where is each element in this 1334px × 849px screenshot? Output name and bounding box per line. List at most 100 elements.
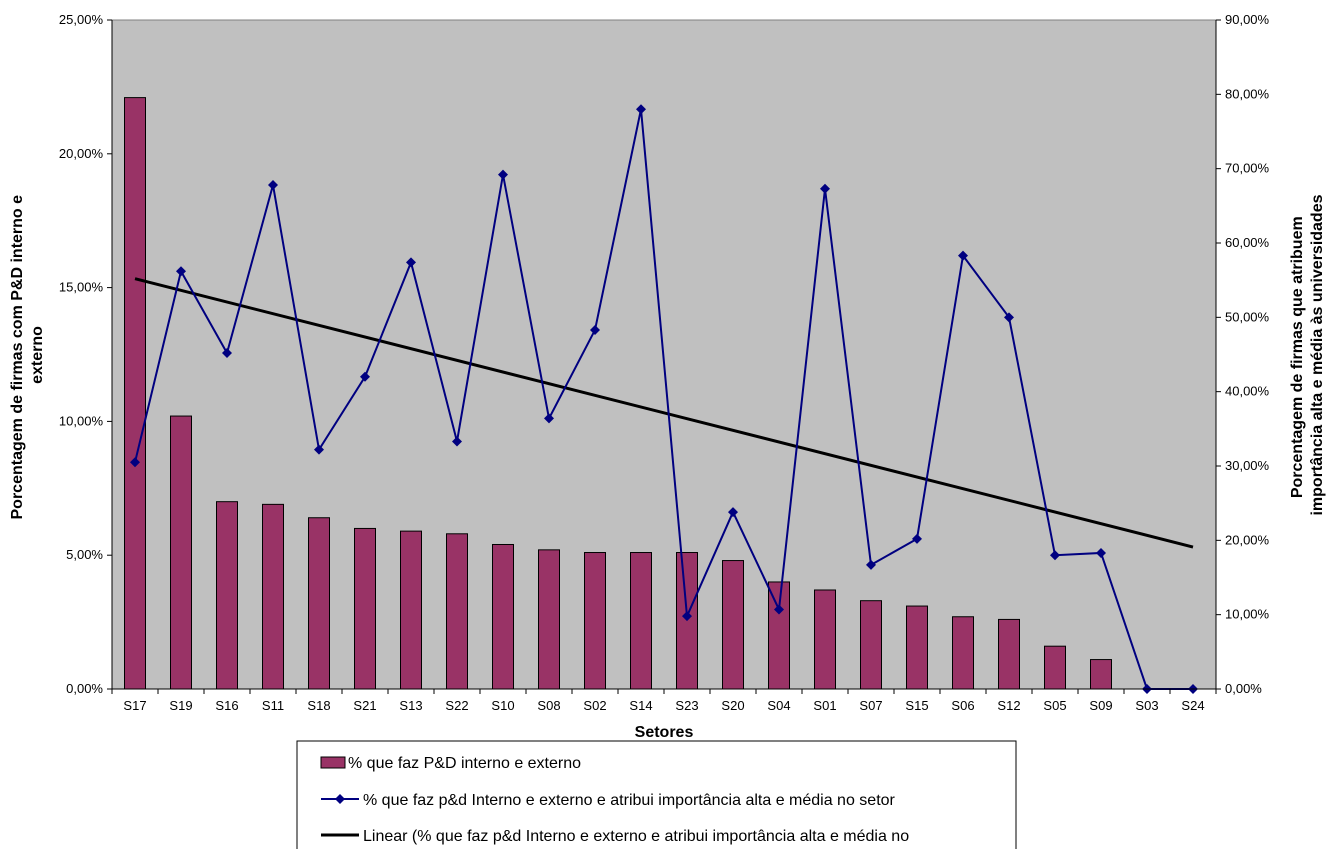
bar-S12 (998, 618, 1020, 690)
bar-S08 (538, 549, 560, 690)
bar-S06 (952, 616, 974, 690)
bar-S14 (630, 552, 652, 690)
bar-S11 (262, 503, 284, 690)
y-left-tick-label: 20,00% (59, 146, 104, 161)
bar-S07 (860, 600, 882, 690)
bar-S21 (354, 527, 376, 690)
line-marker-S02 (590, 324, 600, 335)
bar-S01 (814, 589, 836, 690)
y-right-tick-label: 50,00% (1225, 309, 1270, 324)
x-tick-label-S07: S07 (859, 698, 882, 713)
x-tick-label-S19: S19 (169, 698, 192, 713)
line-marker-S16 (222, 348, 232, 359)
y-right-tick-label: 10,00% (1225, 607, 1270, 622)
legend-label-bars: % que faz P&D interno e externo (348, 755, 581, 772)
y-left-axis-title-line2: externo (29, 326, 46, 384)
trendline-series (134, 277, 1194, 549)
bar-S15 (906, 605, 928, 690)
line-marker-S21 (360, 371, 370, 382)
legend-box (296, 740, 1017, 849)
line-marker-S08 (544, 413, 554, 424)
x-tick-label-S17: S17 (123, 698, 146, 713)
line-marker-S12 (1004, 312, 1014, 323)
x-tick-label-S14: S14 (629, 698, 652, 713)
bar-S18 (308, 517, 330, 690)
bar-S16 (216, 501, 238, 690)
x-tick-label-S02: S02 (583, 698, 606, 713)
bar-S20 (722, 560, 744, 690)
y-right-tick-label: 70,00% (1225, 161, 1270, 176)
line-marker-S20 (728, 507, 738, 518)
line-marker-S11 (268, 180, 278, 191)
y-right-tick-label: 40,00% (1225, 384, 1270, 399)
y-left-tick-label: 25,00% (59, 12, 104, 27)
y-left-tick-label: 0,00% (66, 681, 103, 696)
y-right-axis-title-line2: importância alta e média às universidade… (1309, 194, 1326, 515)
legend-label-line: % que faz p&d Interno e externo e atribu… (363, 792, 896, 809)
y-left-tick-label: 10,00% (59, 413, 104, 428)
y-left-axis-title-line1: Porcentagem de firmas com P&D interno e (9, 195, 26, 520)
x-tick-label-S09: S09 (1089, 698, 1112, 713)
line-path (134, 108, 1193, 690)
bar-S05 (1044, 645, 1066, 690)
line-marker-S23 (682, 611, 692, 622)
legend-label-trendline: Linear (% que faz p&d Interno e externo … (363, 828, 909, 845)
x-tick-label-S03: S03 (1135, 698, 1158, 713)
line-marker-S09 (1096, 547, 1106, 558)
bar-S04 (768, 581, 790, 690)
x-tick-label-S15: S15 (905, 698, 928, 713)
x-tick-label-S08: S08 (537, 698, 560, 713)
x-tick-label-S10: S10 (491, 698, 514, 713)
axes (107, 19, 1221, 694)
x-tick-label-S24: S24 (1181, 698, 1204, 713)
line-marker-S14 (636, 104, 646, 115)
x-tick-label-S22: S22 (445, 698, 468, 713)
bar-S22 (446, 533, 468, 690)
line-series (130, 104, 1198, 694)
x-tick-label-S20: S20 (721, 698, 744, 713)
trendline (134, 277, 1194, 549)
line-marker-S13 (406, 257, 416, 268)
x-tick-label-S16: S16 (215, 698, 238, 713)
y-right-tick-label: 60,00% (1225, 235, 1270, 250)
x-tick-label-S13: S13 (399, 698, 422, 713)
axis-labels: 0,00% 5,00% 10,00% 15,00% 20,00% 25,00% 0,00% 1… (59, 12, 1270, 713)
y-left-tick-label: 15,00% (59, 280, 104, 295)
line-marker-S04 (774, 604, 784, 615)
x-axis-title: Setores (635, 724, 694, 741)
x-tick-label-S21: S21 (353, 698, 376, 713)
bar-S09 (1090, 659, 1112, 690)
x-tick-label-S11: S11 (262, 698, 284, 713)
legend-swatch-bars (320, 756, 346, 769)
y-left-tick-label: 5,00% (66, 547, 103, 562)
y-right-tick-label: 0,00% (1225, 681, 1262, 696)
bar-series (124, 97, 1112, 690)
legend-marker-line (335, 794, 345, 804)
line-marker-S22 (452, 436, 462, 447)
bar-S17 (124, 97, 146, 690)
y-right-axis-title-line1: Porcentagem de firmas que atribuem (1289, 216, 1306, 498)
x-tick-label-S18: S18 (307, 698, 330, 713)
x-tick-label-S04: S04 (767, 698, 790, 713)
y-right-axis-title: Porcentagem de firmas que atribuem impor… (1289, 194, 1326, 515)
legend: % que faz P&D interno e externo % que fa… (296, 740, 1017, 849)
line-marker-S17 (130, 457, 140, 468)
y-right-tick-label: 80,00% (1225, 86, 1270, 101)
y-left-axis-title: Porcentagem de firmas com P&D interno e … (9, 191, 46, 520)
y-right-tick-label: 30,00% (1225, 458, 1270, 473)
line-marker-S06 (958, 250, 968, 261)
line-marker-S15 (912, 533, 922, 544)
x-tick-label-S06: S06 (951, 698, 974, 713)
bar-S13 (400, 530, 422, 690)
x-tick-label-S12: S12 (997, 698, 1020, 713)
x-tick-label-S05: S05 (1043, 698, 1066, 713)
bar-S10 (492, 543, 514, 690)
bar-S02 (584, 552, 606, 690)
y-right-tick-label: 20,00% (1225, 532, 1270, 547)
line-marker-S18 (314, 444, 324, 455)
y-right-tick-label: 90,00% (1225, 12, 1270, 27)
line-marker-S10 (498, 169, 508, 180)
line-marker-S19 (176, 266, 186, 277)
x-tick-label-S23: S23 (675, 698, 698, 713)
